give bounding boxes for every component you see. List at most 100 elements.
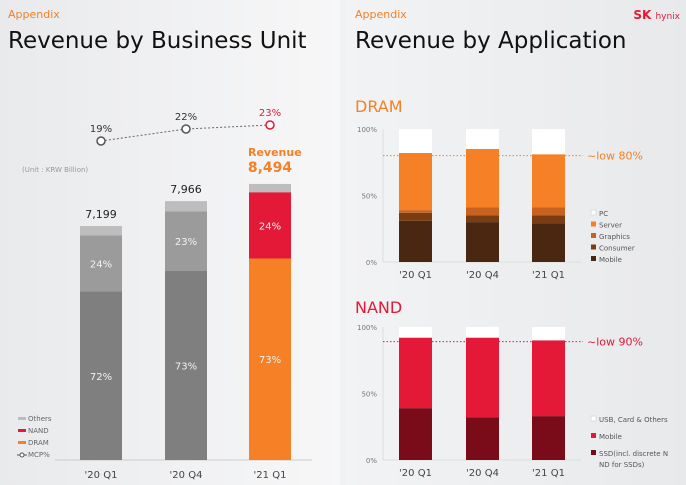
legend-swatch [591, 221, 596, 227]
bar-segment-ssd [466, 417, 499, 460]
legend-item: ND for SSDs) [599, 461, 645, 469]
bar-dram [249, 258, 291, 460]
bar-segment-pc [399, 129, 432, 153]
bar-label: 72% [90, 372, 112, 383]
legend-swatch [591, 256, 596, 261]
legend-item: NAND [28, 427, 49, 435]
legend-item: Consumer [599, 245, 635, 253]
reference-label: ~low 90% [587, 336, 643, 349]
bar-others [249, 183, 291, 193]
legend-swatch [591, 244, 596, 250]
legend-item: Others [28, 415, 52, 423]
x-tick-label: '20 Q4 [466, 270, 499, 281]
bar-segment-mobile [532, 340, 565, 417]
x-tick-label: '20 Q1 [85, 470, 118, 481]
bar-segment-graphics [399, 210, 432, 213]
bar-segment-server [532, 154, 565, 208]
unit-label: (Unit : KRW Billion) [22, 166, 89, 174]
bar-segment-usb [532, 327, 565, 341]
bar-segment-mobile [399, 220, 432, 262]
bar-label: 73% [175, 362, 197, 373]
bar-segment-consumer [399, 212, 432, 221]
legend-item: Mobile [599, 433, 622, 441]
bar-nand [165, 211, 207, 272]
mcp-point [181, 124, 191, 134]
bar-label: 24% [259, 221, 281, 232]
y-tick-label: 100% [357, 324, 377, 332]
total-label: 7,199 [85, 208, 117, 221]
bar-others [80, 226, 122, 236]
mcp-point [265, 120, 275, 130]
bar-segment-consumer [532, 215, 565, 224]
appendix-label: Appendix [8, 8, 60, 21]
bar-others [165, 201, 207, 212]
total-label: 8,494 [248, 160, 293, 176]
page-title: Revenue by Business Unit [8, 28, 307, 54]
bar-segment-graphics [466, 207, 499, 216]
mcp-label: 19% [90, 124, 112, 135]
mcp-label: 23% [259, 108, 281, 119]
nand-title: NAND [355, 298, 403, 317]
y-tick-label: 50% [361, 193, 377, 201]
bar-segment-pc [466, 129, 499, 149]
x-tick-label: '21 Q1 [532, 270, 565, 281]
reference-label: ~low 80% [587, 150, 643, 163]
dram-title: DRAM [355, 97, 403, 116]
x-tick-label: '20 Q1 [399, 468, 432, 479]
legend-swatch [18, 429, 26, 432]
legend-item: Graphics [599, 233, 630, 241]
bar-segment-mobile [466, 337, 499, 418]
legend-item: USB, Card & Others [599, 416, 668, 424]
bar-segment-ssd [399, 408, 432, 460]
bar-nand [80, 235, 122, 292]
bar-segment-usb [466, 327, 499, 338]
appendix-label: Appendix [355, 8, 407, 21]
legend-swatch [591, 233, 596, 238]
bar-segment-mobile [532, 223, 565, 262]
bar-label: 73% [259, 355, 281, 366]
bar-label: 23% [175, 237, 197, 248]
legend-swatch [591, 433, 596, 438]
business-unit-chart: 72% 24% 7,199 '20 Q1 73% 23% 7,966 '20 Q4 73% 24%… [17, 108, 312, 481]
legend-item: DRAM [28, 439, 49, 447]
legend-item: MCP% [28, 451, 50, 459]
x-tick-label: '20 Q4 [466, 468, 499, 479]
bar-segment-server [466, 148, 499, 208]
x-tick-label: '21 Q1 [532, 468, 565, 479]
legend-item: PC [599, 210, 608, 218]
bar-label: 24% [90, 259, 112, 270]
mcp-label: 22% [175, 112, 197, 123]
bar-segment-server [399, 152, 432, 211]
mcp-point [96, 136, 106, 146]
bar-nand [249, 192, 291, 259]
x-tick-label: '20 Q4 [170, 470, 203, 481]
application-charts: 0% 50% 100% '20 Q1 '20 Q4 '21 Q1 ~low 80% PC Ser… [357, 126, 668, 479]
legend-swatch [18, 441, 26, 444]
legend-swatch [590, 415, 597, 422]
y-tick-label: 50% [361, 391, 377, 399]
bar-segment-usb [399, 327, 432, 338]
y-tick-label: 100% [357, 126, 377, 134]
legend-item: SSD(incl. discrete N [599, 450, 668, 458]
y-tick-label: 0% [366, 457, 377, 465]
legend-item: Mobile [599, 256, 622, 264]
bar-segment-pc [532, 129, 565, 155]
right-panel: Appendix Revenue by Application SK hynix… [345, 0, 686, 485]
left-panel: Appendix Revenue by Business Unit (Unit … [0, 0, 340, 485]
x-tick-label: '21 Q1 [254, 470, 287, 481]
bar-segment-ssd [532, 416, 565, 460]
legend-swatch [591, 450, 596, 455]
bar-dram [165, 271, 207, 460]
revenue-label: Revenue [248, 146, 302, 159]
bar-segment-graphics [532, 207, 565, 216]
page-title: Revenue by Application [355, 28, 627, 54]
bar-segment-mobile [466, 222, 499, 262]
legend-item: Server [599, 222, 622, 230]
y-tick-label: 0% [366, 259, 377, 267]
legend-mcp-marker [19, 452, 25, 458]
bar-segment-consumer [466, 215, 499, 223]
legend-swatch [590, 209, 597, 216]
x-tick-label: '20 Q1 [399, 270, 432, 281]
total-label: 7,966 [170, 183, 202, 196]
bar-dram [80, 291, 122, 460]
